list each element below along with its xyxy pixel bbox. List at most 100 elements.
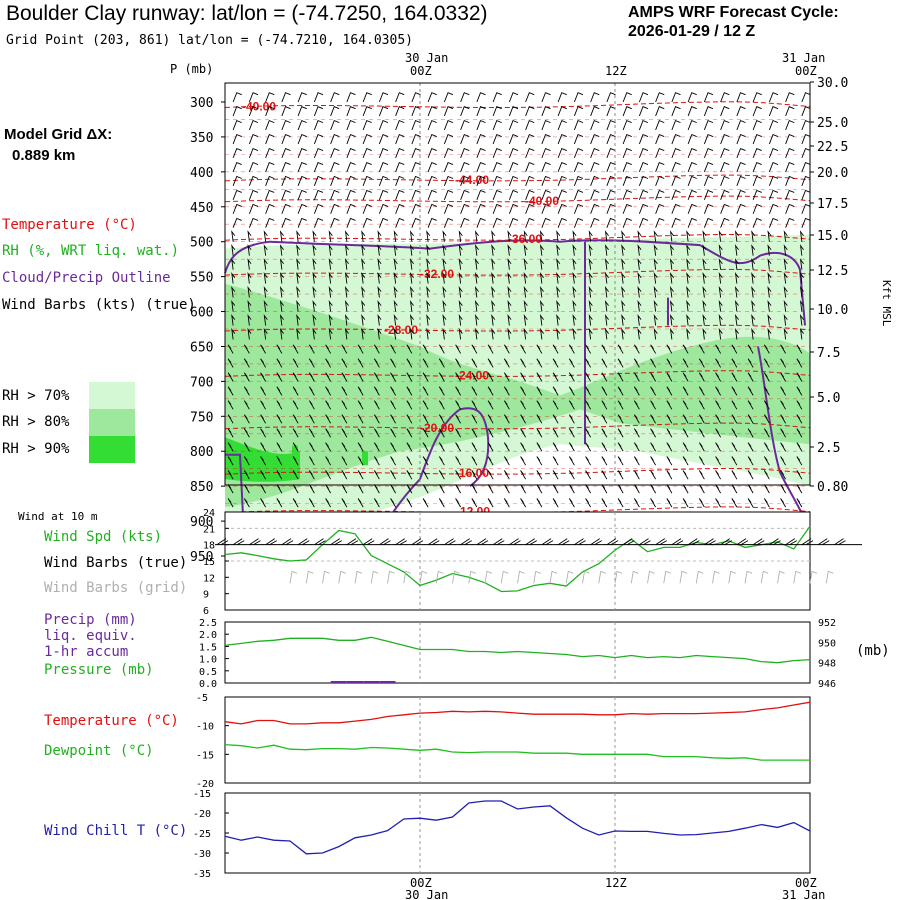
label-precip: Precip (mm) [44,612,137,628]
wind10m-title: Wind at 10 m [18,510,98,523]
wind-barb-grid [630,570,639,584]
wind-barb [671,147,681,159]
time-label-bottom: 00Z [410,876,432,890]
wind-barb [520,386,527,396]
wind-barb [796,470,803,480]
wind-barb [265,120,275,131]
wind-barb [541,106,551,117]
wind-barb [411,175,421,186]
wind-barb [491,299,496,312]
wind-barb [508,147,519,159]
wind-barb [536,498,543,508]
wind-barb [763,498,770,508]
wind-barb [653,327,658,340]
wind-barb [346,175,356,186]
wind-barb [292,372,299,382]
wind-barb [801,161,811,173]
precip-ytick-label: 0.0 [199,679,217,690]
wind-barb [279,286,284,298]
wind-barb [768,189,779,200]
wind-barb [752,106,762,117]
wind-barb [265,92,275,103]
wind-barb [247,299,252,312]
wind-barb [443,120,454,131]
wind-barb [682,414,689,424]
wind-barb [655,161,665,173]
wind-barb [536,442,543,452]
wind-barb [783,244,788,256]
wind-barb [669,327,674,340]
wind-barb [312,313,317,326]
wind-barb [525,189,535,200]
wind-barb [669,230,674,242]
wind-barb [604,299,609,312]
wind-barb [409,244,414,256]
pressure-axis-title: P (mb) [170,62,213,76]
wind-barb [702,272,707,284]
wind-barb [568,428,575,438]
wind-barb [541,175,551,186]
wind-barb [276,344,283,354]
wind-barb [248,106,259,117]
wind-barb [260,372,267,382]
wind-barb [698,414,705,424]
wind-barb [669,272,674,284]
wind-barb [460,120,470,131]
wind-barb [341,498,348,508]
wind-barb [606,175,616,186]
wind-barb [557,161,567,173]
wind-barb [633,400,640,410]
wind-barb [573,203,584,214]
wind-barb [325,470,332,480]
wind-barb [622,120,632,131]
wind-barb [507,299,512,312]
wind-barb [715,498,722,508]
wind-barb [296,299,301,312]
wind-barb [313,120,324,131]
wind-barb [328,286,333,298]
wind-barb [785,92,795,103]
wind-barb [617,372,624,382]
wind-barb [536,470,543,480]
wind-barb [780,358,787,368]
wind-barb [572,299,577,312]
wind-barb-grid [777,570,785,584]
wind-barb [752,92,762,103]
wind-barb [601,386,608,396]
wind-barb [604,327,609,340]
wind-barb [232,106,242,117]
wind-barb [328,258,333,270]
wind-barb [377,258,382,270]
wind-barb [671,203,681,214]
wind-ytick-label: 15 [203,557,215,568]
wind-barb [248,203,259,214]
model-grid-label: Model Grid ΔX: [4,126,113,143]
wind-barb [601,498,608,508]
temperature-line [224,701,811,725]
wind-barb [633,386,640,396]
wind-barb [411,147,421,159]
wind-barb [243,386,250,396]
wind-barb [752,120,762,131]
wind-barb [585,386,592,396]
wind-barb [572,272,577,284]
wind-barb [474,313,479,326]
wind-barb [476,92,486,103]
wind-barb [357,470,364,480]
wind-barb [296,230,301,242]
wind-barb [751,258,756,270]
wind-barb [474,272,479,284]
wind-barb [232,217,242,228]
wind-barb [395,92,405,103]
wind-barb [247,286,252,298]
wind-barb [638,147,649,159]
wind-barb [525,161,535,173]
wind-barb [590,92,600,103]
wind-barb [539,258,544,270]
pressure-ytick-label: 946 [818,679,836,690]
temperature-contour-label: -24.00 [455,368,489,382]
pressure-tick-label: 400 [190,166,213,181]
wind-barb [687,189,697,200]
wind-barb [650,386,657,396]
wind-barb [476,147,486,159]
